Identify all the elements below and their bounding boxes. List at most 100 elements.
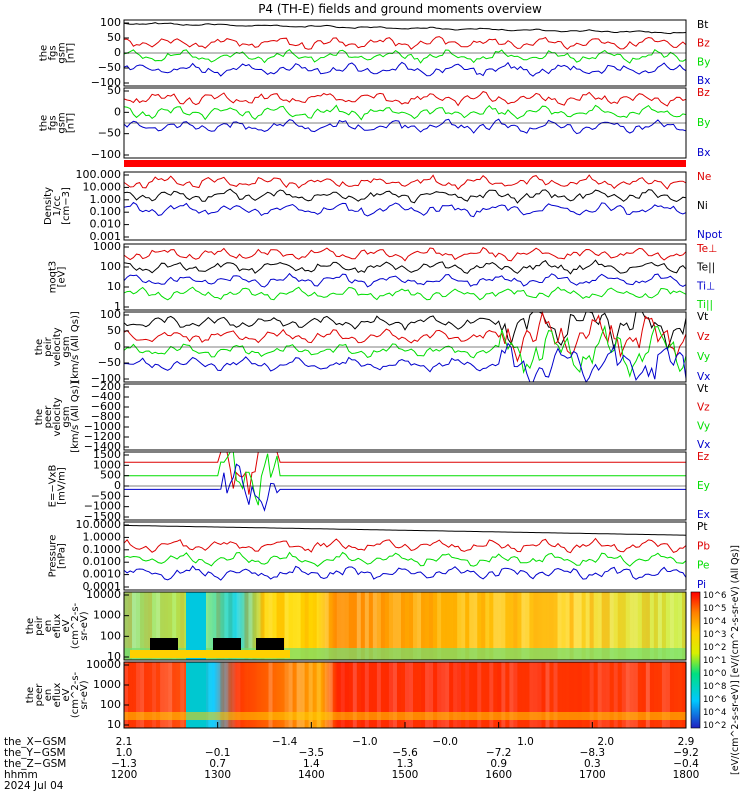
- y-axis-label: (cm^2-s-: [70, 602, 81, 649]
- x-row-value: 1.0: [116, 747, 133, 759]
- spectrogram-band: [384, 592, 389, 660]
- series-Ey-line: [124, 451, 686, 506]
- spectrogram-band: [417, 592, 422, 660]
- spectrogram-band: [148, 592, 153, 660]
- spectrogram-band: [529, 592, 534, 660]
- spectrogram-band: [425, 592, 430, 660]
- spectrogram-band: [240, 662, 245, 728]
- spectrogram-band: [128, 662, 133, 728]
- spectrogram-band: [368, 592, 373, 660]
- spectrogram-band: [360, 662, 365, 728]
- spectrogram-band: [368, 662, 373, 728]
- panel-temperature: 1000 100 10 1 moqt3[eV] Te⊥ Te|| Ti⊥ Ti||: [48, 240, 718, 313]
- spectrogram-band: [236, 662, 241, 728]
- spectrogram-band: [673, 662, 678, 728]
- y-tick-label: −1500: [84, 510, 121, 523]
- spectrogram-band: [429, 592, 434, 660]
- spectrogram-band: [272, 592, 277, 660]
- spectrogram-band: [645, 662, 650, 728]
- spectrogram-band: [429, 662, 434, 728]
- spectrogram-band: [136, 592, 141, 660]
- spectrogram-band: [396, 662, 401, 728]
- spectrogram-band: [505, 662, 510, 728]
- legend-Bz: Bz: [697, 38, 710, 50]
- spectrogram-band: [340, 592, 345, 660]
- spectrogram-band: [372, 592, 377, 660]
- y-tick-label: 1.0000: [83, 530, 122, 543]
- spectrogram-band: [589, 662, 594, 728]
- spectrogram-band: [517, 662, 522, 728]
- cold-band: [186, 662, 206, 728]
- spectrogram-band: [376, 592, 381, 660]
- y-axis-label: [km/s (All Qs)]: [70, 311, 81, 383]
- chart-title: P4 (TH-E) fields and ground moments over…: [258, 2, 542, 16]
- spectrogram-band: [573, 662, 578, 728]
- panel-peer-eflux: 10000 1000 100 10 thepeerenefluxeV(cm^2-s-sr…: [25, 658, 687, 731]
- y-tick-label: 10000: [86, 588, 121, 601]
- series-Vy-line: [123, 324, 687, 378]
- y-tick-label: 50: [107, 31, 121, 44]
- y-axis-label: the: [39, 45, 50, 61]
- spectrogram-band: [433, 592, 438, 660]
- y-tick-label: 0: [114, 340, 121, 353]
- series-Bx-line: [123, 61, 687, 77]
- y-axis-label: peer: [34, 683, 45, 707]
- legend-Ti⊥: Ti⊥: [696, 280, 715, 292]
- series-Pt-line: [123, 524, 687, 536]
- y-tick-label: 1000: [93, 458, 121, 471]
- x-row-value: 1200: [111, 769, 138, 781]
- spectrogram-band: [549, 592, 554, 660]
- colorbar-tick: 10^2: [703, 643, 726, 653]
- spectrogram-band: [348, 662, 353, 728]
- x-row-value: 1.0: [517, 736, 534, 748]
- spectrogram-band: [565, 662, 570, 728]
- y-tick-label: 0.0100: [83, 555, 122, 568]
- spectrogram-band: [316, 592, 321, 660]
- cold-band: [186, 592, 206, 660]
- spectrogram-band: [292, 662, 297, 728]
- spectrogram-band: [168, 662, 173, 728]
- y-tick-label: 500: [100, 469, 121, 482]
- y-tick-label: 0.0001: [83, 580, 122, 593]
- spectrogram-band: [677, 592, 682, 660]
- y-axis-label: [nT]: [66, 113, 77, 133]
- y-tick-label: −500: [91, 489, 121, 502]
- spectrogram-band: [633, 592, 638, 660]
- series-By-line: [123, 48, 687, 64]
- colorbar-tick: 10^4: [703, 708, 726, 718]
- y-tick-label: 10: [107, 718, 121, 731]
- y-tick-label: 100: [100, 308, 121, 321]
- spectrogram-band: [597, 662, 602, 728]
- spectrogram-band: [665, 592, 670, 660]
- y-axis-label: peir: [43, 336, 54, 356]
- spectrogram-band: [392, 662, 397, 728]
- spectrogram-band: [208, 662, 213, 728]
- y-axis-label: [cm−3]: [61, 187, 72, 225]
- series-Te||-line: [123, 259, 687, 275]
- spectrogram-band: [216, 662, 221, 728]
- spectrogram-band: [681, 592, 686, 660]
- spectrogram-band: [513, 592, 518, 660]
- spectrogram-band: [172, 662, 177, 728]
- x-date: 2024 Jul 04: [4, 780, 64, 792]
- y-tick-label: 100: [100, 260, 121, 273]
- spectrogram-band: [449, 592, 454, 660]
- y-tick-label: 0: [114, 46, 121, 59]
- y-axis-label: [nT]: [66, 43, 77, 63]
- series-Pb-line: [123, 537, 687, 554]
- spectrogram-band: [405, 592, 410, 660]
- spectrogram-band: [525, 662, 530, 728]
- y-tick-label: −400: [91, 390, 121, 403]
- panel-frame: [123, 591, 687, 661]
- spectrogram-band: [477, 662, 482, 728]
- spectrogram-band: [280, 592, 285, 660]
- y-tick-label: −50: [98, 61, 121, 74]
- spectrogram-band: [561, 662, 566, 728]
- x-row-value: −1.3: [111, 758, 137, 770]
- spectrogram-band: [300, 592, 305, 660]
- spectrogram-band: [176, 662, 181, 728]
- x-row-value: 0.9: [490, 758, 507, 770]
- y-axis-label: en: [43, 620, 54, 633]
- spectrogram-band: [457, 662, 462, 728]
